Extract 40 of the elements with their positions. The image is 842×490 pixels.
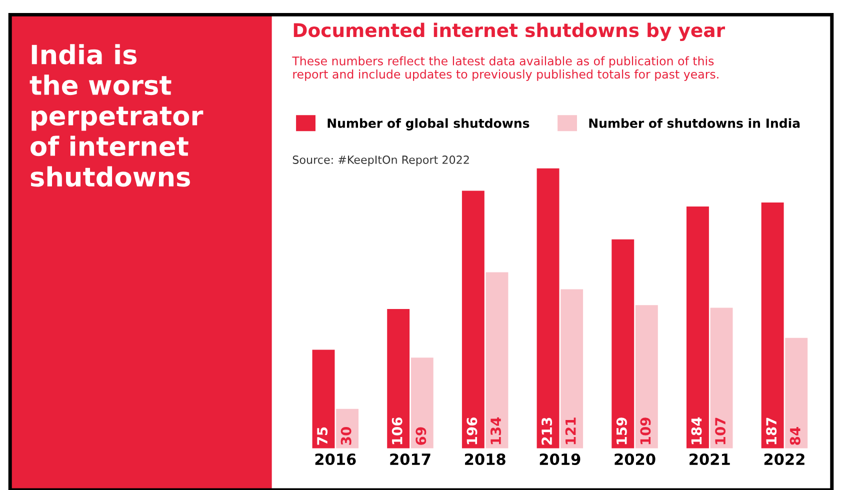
data-label: 109: [640, 418, 651, 444]
bar: [536, 168, 560, 448]
bar: [312, 350, 335, 448]
data-label: 134: [490, 417, 502, 444]
text: India is the worst perpetrator of internet shutdowns: [30, 44, 204, 187]
bar: [761, 202, 784, 448]
data-label: 30: [340, 427, 352, 445]
x-tick-label: 2022: [764, 453, 804, 466]
legend-label: Number of global shutdowns: [328, 118, 530, 130]
x-tick-label: 2020: [614, 453, 656, 466]
bar: [635, 305, 658, 448]
legend-label: Number of shutdowns in India: [589, 118, 800, 128]
bar: [686, 206, 709, 448]
bar: [462, 190, 484, 448]
x-tick-label: 2019: [540, 453, 580, 466]
data-label: 196: [466, 417, 478, 444]
bar: [410, 358, 434, 448]
x-tick-label: 2017: [390, 453, 430, 466]
data-label: 159: [616, 418, 627, 444]
bar: [710, 308, 733, 448]
data-label: 75: [317, 427, 328, 445]
data-label: 213: [542, 418, 552, 445]
x-tick-label: 2016: [315, 453, 356, 466]
bar: [387, 309, 410, 448]
bar: [612, 239, 634, 448]
bar: [785, 338, 808, 448]
x-tick-label: 2021: [690, 453, 730, 466]
x-tick-label: 2018: [465, 453, 506, 466]
data-label: 184: [691, 417, 702, 444]
bar: [560, 289, 584, 448]
data-label: 84: [790, 427, 800, 445]
source-note: Source: #KeepItOn Report 2022: [292, 156, 469, 166]
data-label: 69: [416, 427, 426, 445]
data-label: 187: [766, 418, 777, 444]
chart-subtitle: These numbers reflect the latest data available as of publication of this report and include updates to previously published totals for past years.: [292, 56, 718, 81]
data-label: 107: [715, 418, 726, 444]
bar: [486, 272, 508, 448]
data-label: 106: [392, 417, 402, 444]
chart-title: Documented internet shutdowns by year: [294, 22, 726, 41]
data-label: 121: [565, 418, 576, 444]
